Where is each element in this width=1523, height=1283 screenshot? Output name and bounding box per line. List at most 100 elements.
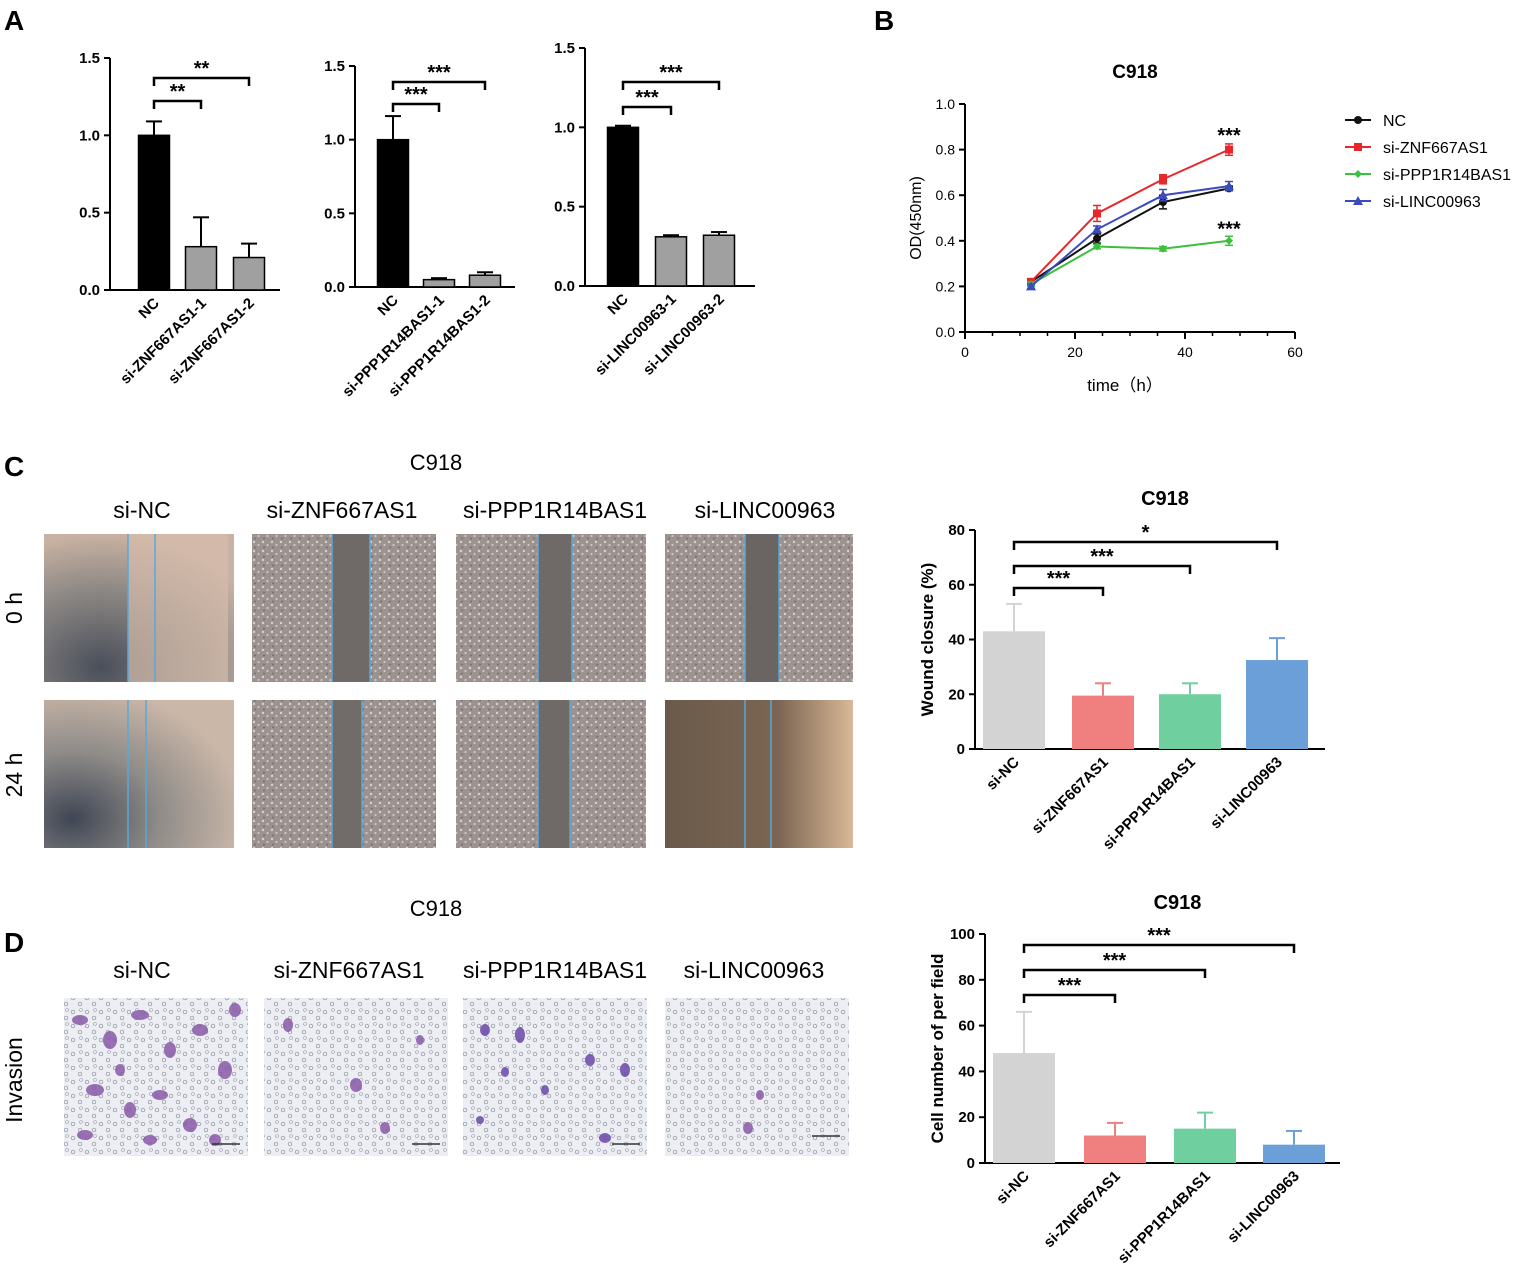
micrograph-si-ppp1r14bas1-0h: [456, 534, 646, 682]
y-tick-label: 60: [958, 1018, 975, 1035]
y-tick-label: 0.0: [324, 279, 345, 296]
x-tick-label: si-LINC00963: [1224, 1168, 1303, 1247]
y-tick-label: 0.6: [936, 187, 956, 203]
significance-bracket: [1012, 540, 1279, 550]
significance-bracket: [391, 80, 487, 90]
significance-bracket: [621, 105, 673, 115]
significance-label: ***: [659, 62, 683, 84]
bar: [1159, 694, 1221, 749]
significance-label: ***: [1217, 218, 1241, 240]
y-tick-label: 60: [948, 577, 965, 594]
data-point: [1093, 242, 1101, 251]
y-tick-label: 20: [958, 1109, 975, 1126]
y-tick-label: 0.0: [936, 324, 956, 340]
data-point: [1225, 236, 1233, 245]
y-tick-label: 0.0: [554, 278, 575, 295]
legend-label: si-LINC00963: [1383, 194, 1481, 211]
y-tick-label: 1.5: [79, 50, 100, 67]
micrograph-invasion-si-ppp1r14bas1: [463, 998, 647, 1156]
y-tick-label: 1.5: [324, 58, 345, 75]
x-tick-label: si-LINC00963: [1207, 754, 1286, 833]
series-line: [1030, 239, 1230, 285]
bar: [137, 134, 171, 291]
significance-label: **: [194, 58, 210, 80]
bar: [993, 1053, 1055, 1163]
x-axis-label: time（h）: [1087, 376, 1163, 395]
chart-title: C918: [1141, 488, 1189, 510]
legend-marker: [1354, 143, 1362, 151]
panel-d-row-label-invasion: Invasion: [1, 1037, 27, 1123]
bar: [1084, 1135, 1146, 1163]
y-tick-label: 0.8: [936, 142, 956, 158]
significance-bracket: [1012, 564, 1192, 574]
bar: [1174, 1128, 1236, 1163]
significance-bracket: [1022, 993, 1117, 1003]
data-point: [1224, 181, 1234, 191]
x-tick-label: 40: [1177, 344, 1193, 360]
x-tick-label: 20: [1067, 344, 1083, 360]
y-tick-label: 20: [948, 686, 965, 703]
significance-label: ***: [1217, 125, 1241, 147]
micrograph-si-nc-0h: [44, 534, 234, 682]
x-tick-label: si-PPP1R14BAS1: [1100, 754, 1199, 853]
y-tick-label: 1.0: [324, 132, 345, 149]
series-line: [1030, 185, 1230, 288]
significance-label: ***: [635, 87, 659, 109]
legend-marker: [1354, 170, 1362, 178]
y-tick-label: 0.5: [324, 205, 345, 222]
bar: [654, 236, 688, 287]
significance-label: ***: [1103, 950, 1127, 972]
micrograph-invasion-si-linc00963: [665, 998, 849, 1156]
micrograph-si-ppp1r14bas1-24h: [456, 700, 646, 848]
y-tick-label: 0.4: [936, 233, 956, 249]
y-tick-label: 1.0: [936, 96, 956, 112]
y-tick-label: 80: [958, 972, 975, 989]
panel-c-col-label: si-ZNF667AS1: [267, 497, 418, 523]
legend-marker: [1354, 116, 1362, 124]
panel-d-column-labels: si-NC si-ZNF667AS1 si-PPP1R14BAS1 si-LIN…: [113, 957, 824, 983]
y-tick-label: 0: [967, 1155, 975, 1172]
x-tick-label: si-NC: [983, 754, 1023, 794]
y-axis-label: OD(450nm): [908, 176, 925, 260]
y-axis-label: Wound closure (%): [918, 563, 937, 717]
panel-c-col-label: si-LINC00963: [695, 497, 836, 523]
x-tick-label: si-NC: [993, 1168, 1033, 1208]
x-tick-label: si-LINC00963-1: [592, 291, 680, 379]
series-si-LINC00963: [1026, 180, 1234, 291]
data-point: [1159, 198, 1167, 207]
micrograph-si-linc00963-0h: [665, 534, 853, 682]
panel-d-title: C918: [410, 896, 463, 921]
series-line: [1030, 187, 1230, 283]
significance-label: ***: [404, 84, 428, 106]
data-point: [1092, 224, 1102, 234]
wound-micrograph-grid: [44, 534, 853, 848]
micrograph-si-znf667as1-24h: [252, 700, 436, 848]
x-tick-label: 60: [1287, 344, 1303, 360]
panel-d-col-label: si-PPP1R14BAS1: [463, 957, 647, 983]
y-tick-label: 100: [950, 926, 975, 943]
chart-c-wound-closure: 0 20 40 60 80 si-NC si-ZNF667AS1si-PPP1R14BAS1…: [918, 488, 1325, 853]
chart-a2-knockdown-ppp1r14bas1: 0.00.51.01.5NCsi-PPP1R14BAS1-1si-PPP1R14…: [324, 58, 515, 401]
significance-label: **: [170, 81, 186, 103]
data-point: [1158, 190, 1168, 200]
chart-title: C918: [1154, 892, 1202, 914]
y-tick-label: 0: [957, 741, 965, 758]
data-point: [1159, 175, 1167, 184]
significance-bracket: [1022, 943, 1296, 953]
bar: [184, 245, 218, 291]
chart-d-invasion-count: 0 20 40 60 80 100 si-NC si-ZNF667AS1si-PPP1R14B…: [928, 892, 1340, 1267]
x-tick-label: 0: [961, 344, 969, 360]
bar: [1072, 695, 1134, 749]
panel-d-col-label: si-LINC00963: [684, 957, 825, 983]
micrograph-invasion-si-nc: [64, 998, 248, 1156]
significance-label: ***: [1058, 975, 1082, 997]
x-tick-label: si-ZNF667AS1-2: [165, 295, 258, 388]
y-tick-label: 0.2: [936, 278, 956, 294]
invasion-micrograph-grid: [64, 998, 849, 1156]
panel-label-d: D: [4, 927, 24, 958]
y-tick-label: 80: [948, 522, 965, 539]
y-tick-label: 40: [958, 1063, 975, 1080]
bar: [606, 126, 640, 287]
significance-label: *: [1142, 522, 1150, 544]
